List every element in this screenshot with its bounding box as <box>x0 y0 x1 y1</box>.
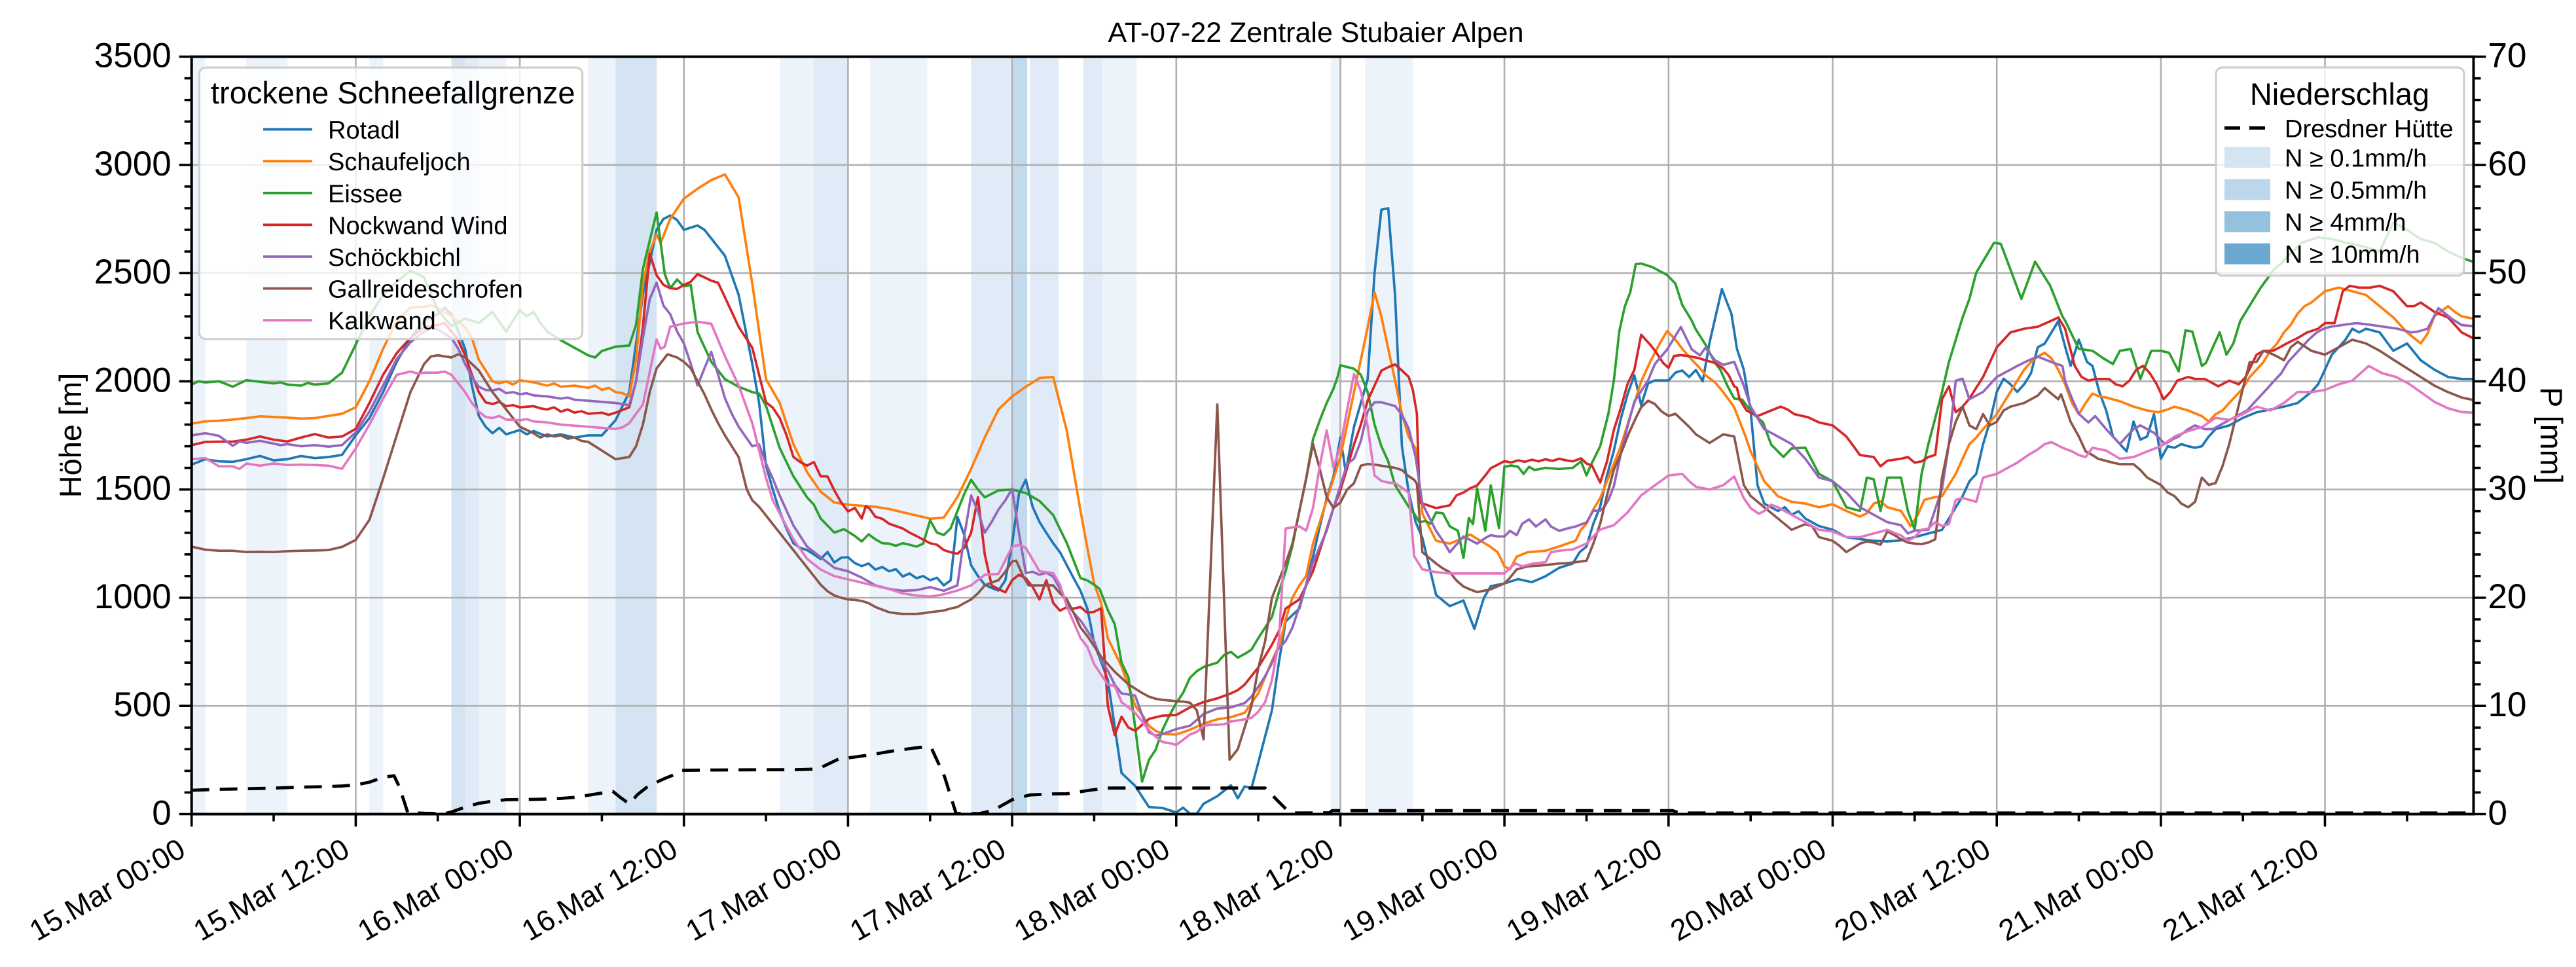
svg-text:1000: 1000 <box>94 577 172 616</box>
svg-text:trockene Schneefallgrenze: trockene Schneefallgrenze <box>211 75 575 110</box>
svg-text:Gallreideschrofen: Gallreideschrofen <box>328 276 523 304</box>
svg-text:2500: 2500 <box>94 253 172 291</box>
svg-text:Schaufeljoch: Schaufeljoch <box>328 149 471 176</box>
svg-text:50: 50 <box>2488 253 2527 291</box>
svg-text:20: 20 <box>2488 577 2527 616</box>
svg-text:60: 60 <box>2488 145 2527 183</box>
svg-text:N ≥ 4mm/h: N ≥ 4mm/h <box>2285 210 2406 237</box>
svg-text:Höhe [m]: Höhe [m] <box>53 373 88 498</box>
svg-text:500: 500 <box>113 685 171 724</box>
svg-text:Rotadl: Rotadl <box>328 117 400 145</box>
svg-text:3000: 3000 <box>94 145 172 183</box>
svg-text:N ≥ 0.1mm/h: N ≥ 0.1mm/h <box>2285 145 2427 172</box>
svg-text:Kalkwand: Kalkwand <box>328 308 436 335</box>
svg-text:Niederschlag: Niederschlag <box>2250 77 2429 111</box>
svg-text:2000: 2000 <box>94 361 172 399</box>
svg-text:1500: 1500 <box>94 469 172 508</box>
svg-text:30: 30 <box>2488 469 2527 508</box>
svg-text:Eissee: Eissee <box>328 181 403 208</box>
svg-text:0: 0 <box>152 794 171 833</box>
svg-text:N ≥ 10mm/h: N ≥ 10mm/h <box>2285 242 2420 269</box>
svg-text:N ≥ 0.5mm/h: N ≥ 0.5mm/h <box>2285 177 2427 205</box>
svg-text:10: 10 <box>2488 685 2527 724</box>
svg-text:70: 70 <box>2488 37 2527 75</box>
svg-text:AT-07-22 Zentrale Stubaier Alp: AT-07-22 Zentrale Stubaier Alpen <box>1108 17 1523 48</box>
svg-text:3500: 3500 <box>94 37 172 75</box>
svg-text:Schöckbichl: Schöckbichl <box>328 244 461 272</box>
svg-text:Dresdner Hütte: Dresdner Hütte <box>2285 116 2454 143</box>
svg-text:0: 0 <box>2488 794 2507 833</box>
svg-text:P [mm]: P [mm] <box>2534 387 2569 484</box>
svg-text:Nockwand Wind: Nockwand Wind <box>328 212 508 240</box>
svg-text:40: 40 <box>2488 361 2527 399</box>
